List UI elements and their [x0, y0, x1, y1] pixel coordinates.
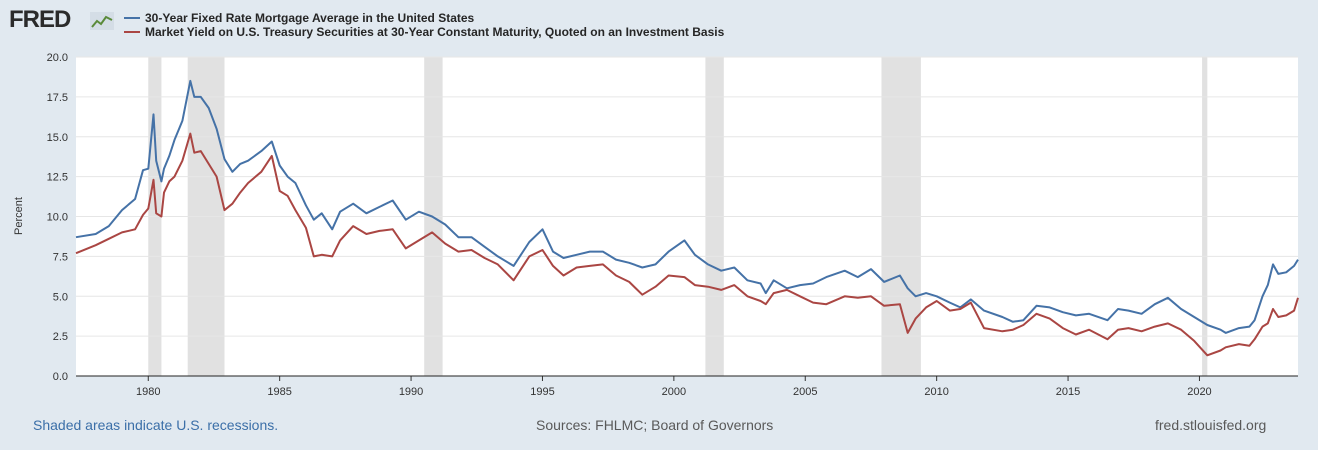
y-tick-label: 0.0 [53, 371, 68, 383]
site-link[interactable]: fred.stlouisfed.org [1155, 417, 1267, 433]
y-tick-label: 7.5 [53, 251, 68, 263]
y-axis-label: Percent [13, 197, 25, 235]
y-tick-label: 12.5 [47, 172, 68, 184]
x-tick-label: 2010 [924, 386, 948, 398]
x-tick-label: 1990 [399, 386, 423, 398]
x-tick-label: 1985 [267, 386, 291, 398]
x-tick-label: 2000 [662, 386, 686, 398]
line-chart-icon [90, 12, 114, 30]
y-tick-label: 10.0 [47, 212, 68, 224]
legend-swatch-mortgage [124, 17, 140, 19]
y-tick-label: 5.0 [53, 291, 68, 303]
x-tick-label: 2015 [1056, 386, 1080, 398]
legend-swatch-treasury [124, 31, 140, 33]
x-tick-label: 1980 [136, 386, 160, 398]
series-lines [75, 79, 1299, 357]
legend: 30-Year Fixed Rate Mortgage Average in t… [124, 11, 724, 39]
fred-logo[interactable]: FRED [9, 6, 71, 33]
sources-note: Sources: FHLMC; Board of Governors [536, 417, 774, 433]
legend-item-mortgage[interactable]: 30-Year Fixed Rate Mortgage Average in t… [124, 11, 724, 25]
legend-item-treasury[interactable]: Market Yield on U.S. Treasury Securities… [124, 25, 724, 39]
y-tick-label: 20.0 [47, 52, 68, 64]
y-tick-label: 15.0 [47, 132, 68, 144]
recession-note: Shaded areas indicate U.S. recessions. [33, 417, 279, 433]
series-line-mortgage [75, 79, 1299, 334]
legend-label-treasury: Market Yield on U.S. Treasury Securities… [145, 25, 725, 39]
y-tick-label: 17.5 [47, 92, 68, 104]
series-line-treasury [75, 132, 1299, 357]
axes: 0.0 2.5 5.0 7.5 10.0 12.5 15.0 17.5 20.0 1980 1985… [47, 52, 1298, 398]
legend-label-mortgage: 30-Year Fixed Rate Mortgage Average in t… [145, 11, 475, 25]
x-tick-label: 1995 [530, 386, 554, 398]
y-tick-label: 2.5 [53, 331, 68, 343]
x-tick-label: 2020 [1187, 386, 1211, 398]
x-tick-label: 2005 [793, 386, 817, 398]
